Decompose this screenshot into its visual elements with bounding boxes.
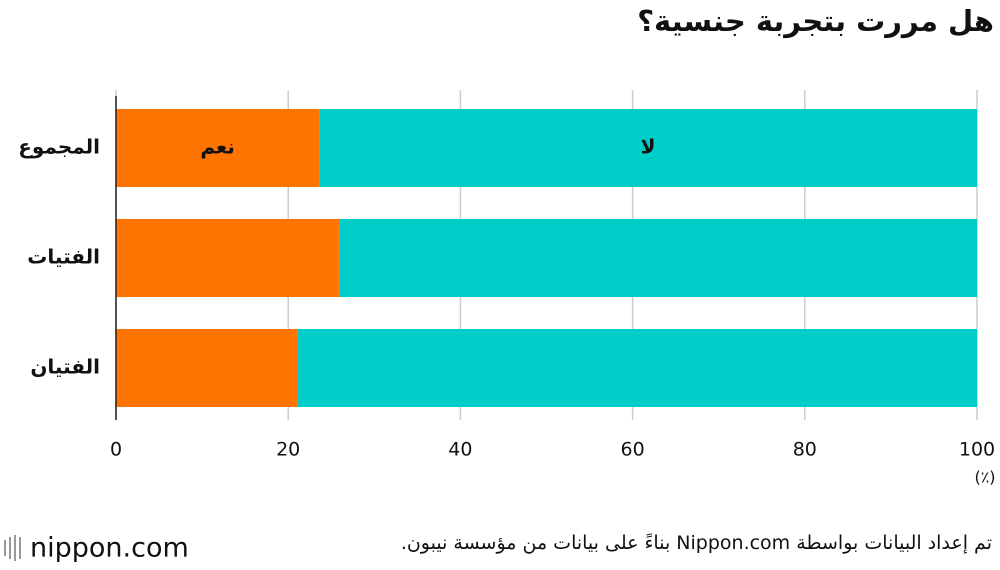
y-tick-label: الفتيان — [30, 355, 100, 379]
chart-title: هل مررت بتجربة جنسية؟ — [637, 4, 994, 38]
x-tick-label: 80 — [793, 439, 817, 461]
logo: nippon.com — [30, 533, 189, 564]
series-label: نعم — [200, 135, 234, 159]
x-tick-label: 40 — [448, 439, 472, 461]
y-tick-label: المجموع — [18, 135, 100, 159]
bar-segment — [339, 219, 977, 297]
bar-segment — [116, 329, 298, 407]
x-tick-label: 100 — [959, 439, 995, 461]
series-label: لا — [641, 135, 656, 159]
x-unit: (٪) — [974, 468, 995, 487]
bar-segment — [297, 329, 977, 407]
source-note: تم إعداد البيانات بواسطة Nippon.com بناء… — [400, 532, 992, 554]
x-tick-label: 60 — [621, 439, 645, 461]
bar-segment — [116, 219, 340, 297]
bar-segment — [116, 109, 320, 187]
x-tick-label: 20 — [276, 439, 300, 461]
logo-icon — [4, 535, 21, 561]
y-tick-label: الفتيات — [27, 245, 100, 269]
bar-segment — [319, 109, 977, 187]
x-tick-label: 0 — [110, 439, 122, 461]
